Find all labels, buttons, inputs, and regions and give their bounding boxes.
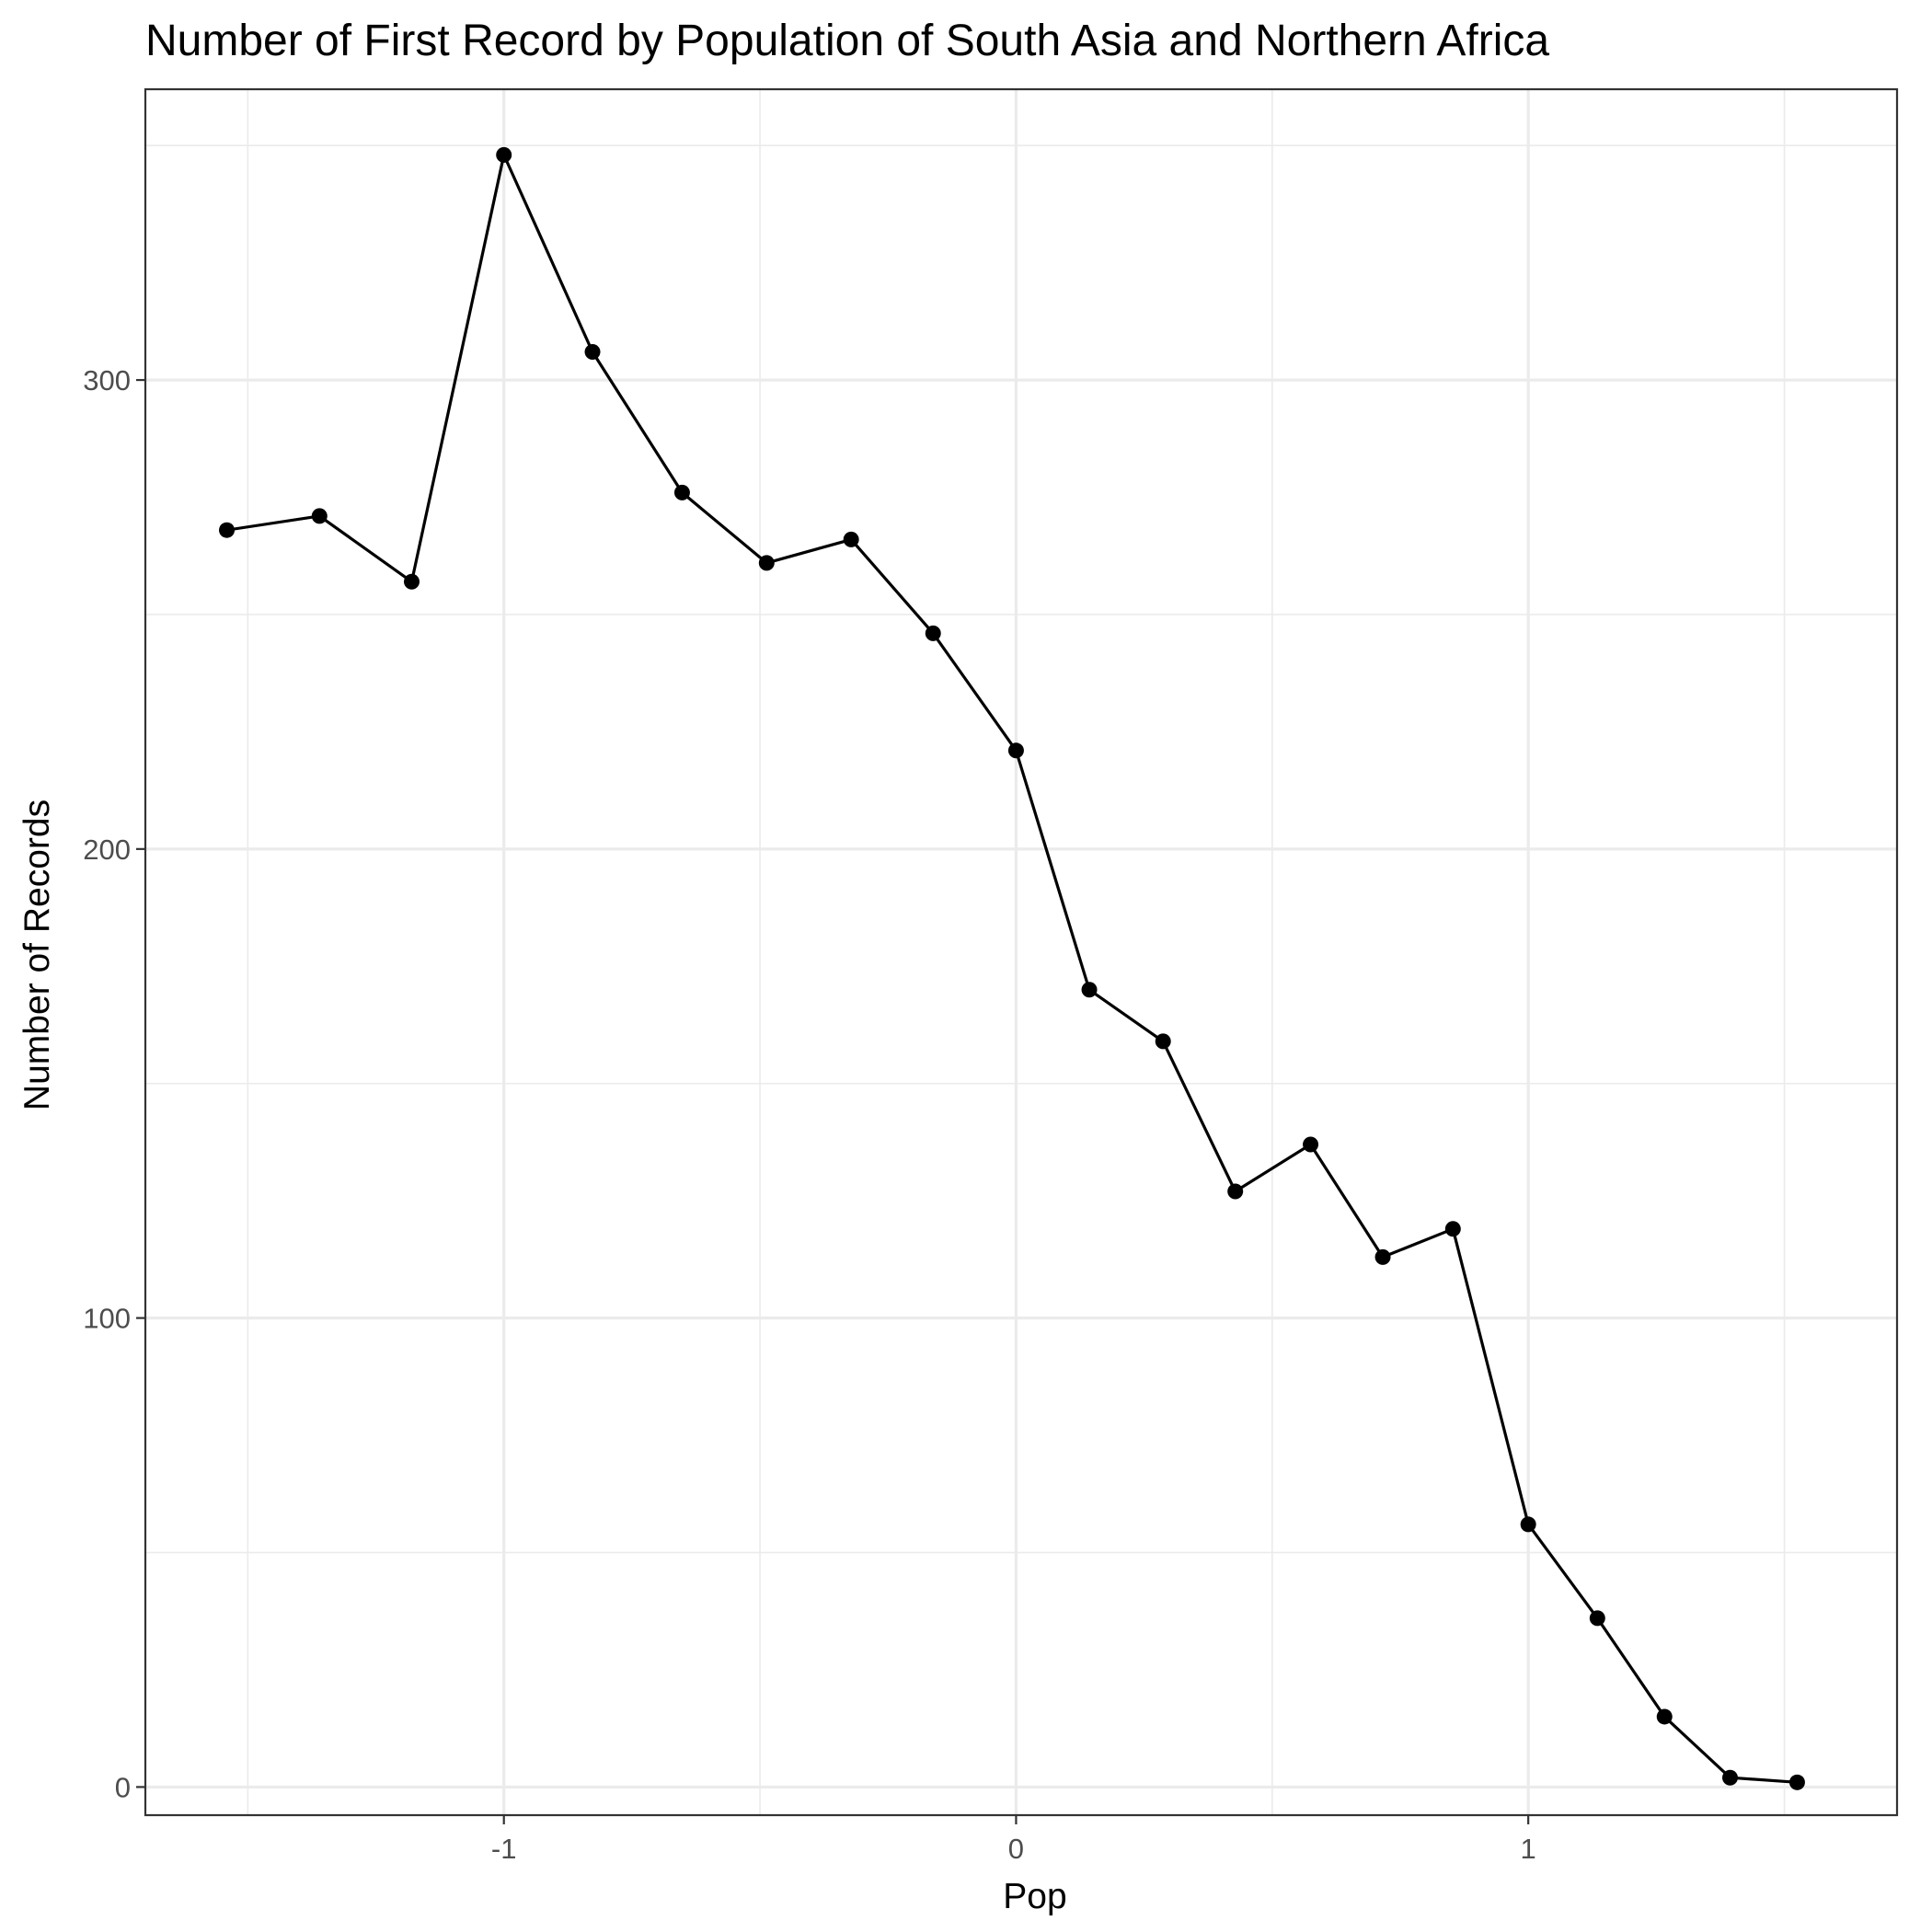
data-point [1589,1610,1605,1627]
data-point [843,531,859,547]
data-point [1081,982,1098,998]
x-tick-label: 1 [1521,1833,1536,1865]
data-point [673,484,690,500]
y-tick-label: 0 [115,1771,131,1803]
data-point [1227,1183,1244,1200]
data-point [1520,1516,1536,1533]
x-axis-title: Pop [1003,1877,1066,1916]
x-tick-label: 0 [1008,1833,1024,1865]
data-point [1444,1221,1461,1237]
data-point [584,343,601,360]
grid-lines [145,89,1897,1815]
data-point [496,146,512,163]
x-tick-label: -1 [491,1833,517,1865]
y-axis-title: Number of Records [17,799,57,1110]
chart-title: Number of First Record by Population of … [145,17,1549,65]
data-point [1374,1248,1391,1265]
data-point [758,555,775,571]
data-point [925,625,941,641]
data-point [1656,1708,1673,1725]
y-tick-label: 200 [83,834,131,866]
axis-ticks: -1 0 1 0 100 200 300 [83,364,1536,1865]
data-point [311,508,328,524]
series-line [226,153,1798,1784]
plot-panel-border [144,87,1899,1817]
data-point [1155,1033,1171,1050]
y-tick-label: 100 [83,1303,131,1335]
data-point [1788,1774,1805,1790]
data-point [1303,1136,1319,1153]
y-tick-label: 300 [83,364,131,397]
data-point [1722,1769,1739,1786]
data-series [219,146,1805,1790]
data-point [403,573,420,590]
data-point [219,522,236,538]
data-point [1007,742,1024,759]
